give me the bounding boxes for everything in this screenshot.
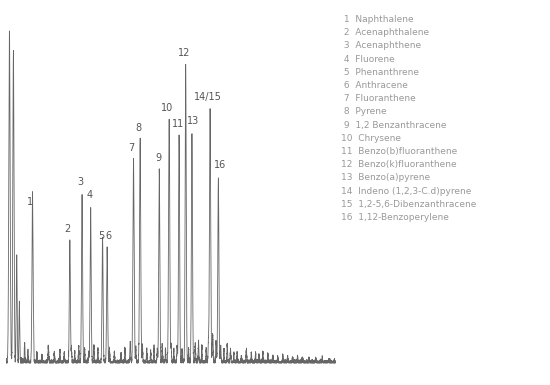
Text: 12: 12 xyxy=(178,49,190,59)
Text: 10: 10 xyxy=(161,102,173,112)
Text: 14/15: 14/15 xyxy=(194,92,222,102)
Text: 5: 5 xyxy=(98,231,104,241)
Text: 13: 13 xyxy=(187,116,200,126)
Text: 9: 9 xyxy=(155,153,161,163)
Text: 7: 7 xyxy=(129,143,135,153)
Text: 2: 2 xyxy=(65,224,71,234)
Text: 6: 6 xyxy=(106,231,112,241)
Text: 8: 8 xyxy=(136,123,142,133)
Text: 1: 1 xyxy=(27,197,33,207)
Text: 4: 4 xyxy=(86,191,92,201)
Text: 1  Naphthalene
 2  Acenaphthalene
 3  Acenaphthene
 4  Fluorene
 5  Phenanthrene: 1 Naphthalene 2 Acenaphthalene 3 Acenaph… xyxy=(341,15,476,222)
Text: 16: 16 xyxy=(214,160,227,170)
Text: 3: 3 xyxy=(77,177,83,187)
Text: 11: 11 xyxy=(172,119,184,129)
